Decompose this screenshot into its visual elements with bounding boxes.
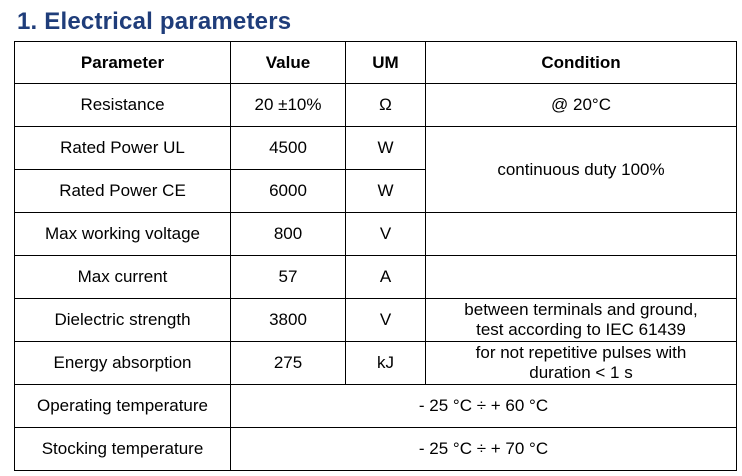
cell: for not repetitive pulses with duration <… (425, 341, 737, 385)
cell: W (345, 126, 426, 170)
cell: 4500 (230, 126, 346, 170)
cell: Max working voltage (14, 212, 231, 256)
cell: Ω (345, 83, 426, 127)
cell: 57 (230, 255, 346, 299)
row: Max current 57 A (14, 255, 737, 299)
header-cell: Value (230, 41, 346, 84)
row: Operating temperature - 25 °C ÷ + 60 °C (14, 384, 737, 428)
cell-line: test according to IEC 61439 (476, 320, 686, 339)
cell: Energy absorption (14, 341, 231, 385)
row: Stocking temperature - 25 °C ÷ + 70 °C (14, 427, 737, 471)
cell: Operating temperature (14, 384, 231, 428)
row: Dielectric strength 3800 V between termi… (14, 298, 737, 342)
header-cell: UM (345, 41, 426, 84)
cell: W (345, 169, 426, 213)
cell-line: for not repetitive pulses with (475, 343, 687, 362)
cell: Resistance (14, 83, 231, 127)
cell: 3800 (230, 298, 346, 342)
cell: Dielectric strength (14, 298, 231, 342)
parameters-table: Parameter Value UM Condition Resistance … (14, 41, 737, 471)
cell-line: between terminals and ground, (464, 300, 698, 319)
header-cell: Condition (425, 41, 737, 84)
section-title: 1. Electrical parameters (17, 8, 292, 35)
cell: V (345, 298, 426, 342)
row: Rated Power UL 4500 W continuous duty 10… (14, 126, 737, 213)
cell: 6000 (230, 169, 346, 213)
cell: A (345, 255, 426, 299)
cell: - 25 °C ÷ + 60 °C (230, 384, 737, 428)
cell: - 25 °C ÷ + 70 °C (230, 427, 737, 471)
cell: continuous duty 100% (425, 126, 737, 213)
cell: 800 (230, 212, 346, 256)
cell: kJ (345, 341, 426, 385)
row: Max working voltage 800 V (14, 212, 737, 256)
header-row: Parameter Value UM Condition (14, 41, 737, 84)
empty-cell (425, 255, 737, 299)
cell: Stocking temperature (14, 427, 231, 471)
header-cell: Parameter (14, 41, 231, 84)
cell: @ 20°C (425, 83, 737, 127)
row: Rated Power CE 6000 W (14, 169, 737, 213)
cell: Max current (14, 255, 231, 299)
cell: V (345, 212, 426, 256)
cell: 20 ±10% (230, 83, 346, 127)
cell: between terminals and ground, test accord… (425, 298, 737, 342)
empty-cell (425, 212, 737, 256)
row: Resistance 20 ±10% Ω @ 20°C (14, 83, 737, 127)
row: Energy absorption 275 kJ for not repetit… (14, 341, 737, 385)
cell: 275 (230, 341, 346, 385)
cell: Rated Power UL (14, 126, 231, 170)
cell-line: duration < 1 s (529, 363, 633, 382)
cell: Rated Power CE (14, 169, 231, 213)
